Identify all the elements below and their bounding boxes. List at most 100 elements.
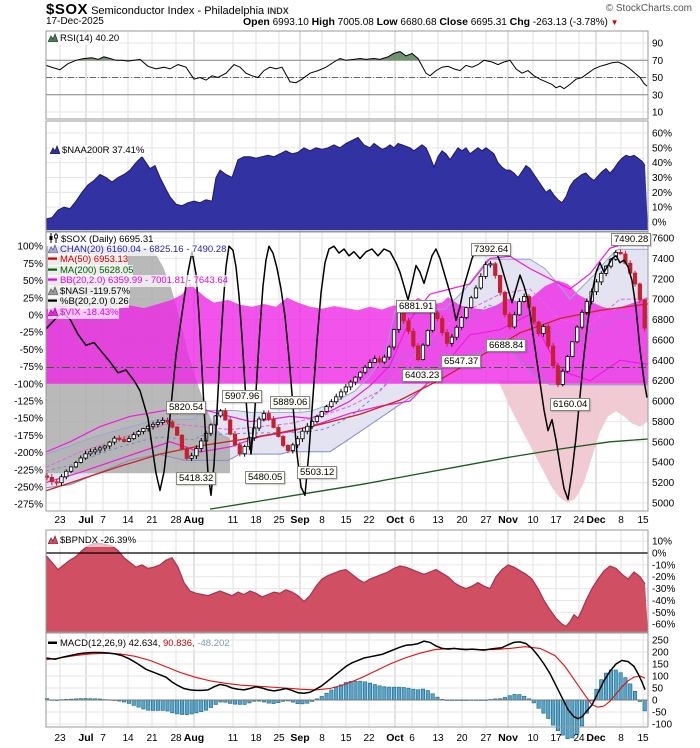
price-y-tick: 7000	[652, 295, 675, 306]
x-axis-date-label: 8	[618, 733, 624, 744]
close-label: Close	[439, 16, 468, 28]
bpndx-y-tick: 10%	[652, 537, 672, 548]
macd-y-tick: 150	[652, 660, 669, 671]
x-axis-date-label: 24	[573, 515, 585, 526]
price-y-tick: 5800	[652, 417, 675, 428]
x-axis-date-label: 15	[340, 515, 352, 526]
candle-body	[97, 447, 103, 451]
macd-histogram-bar	[608, 669, 613, 701]
candle-body	[69, 466, 74, 472]
macd-histogram-bar	[189, 699, 194, 715]
macd-histogram-bar	[363, 681, 368, 701]
x-axis-date-label: Oct	[386, 732, 404, 744]
percent-y-tick: -250%	[14, 483, 43, 494]
candle-body	[348, 381, 353, 388]
candle-body	[536, 321, 541, 334]
price-annotation: 6403.23	[402, 369, 443, 382]
naa200r-y-tick: 60%	[652, 129, 672, 140]
bpndx-area	[46, 543, 648, 632]
rsi-y-tick: 30	[652, 90, 664, 101]
macd-histogram-bar	[155, 699, 160, 711]
naa200r-y-tick: 0%	[652, 218, 667, 229]
macd-histogram-bar	[295, 699, 300, 704]
candle-body	[565, 356, 570, 372]
macd-histogram-bar	[348, 681, 353, 701]
candle-body	[83, 453, 88, 459]
x-axis-date-label: 22	[363, 515, 375, 526]
candle-body	[73, 462, 79, 468]
macd-panel-label: MACD(12,26,9) 42.634, 90.836, -48.202	[48, 638, 230, 650]
candle-body	[194, 448, 199, 457]
naa200r-line	[45, 136, 646, 220]
candle-body	[637, 283, 642, 301]
candle-body	[406, 320, 411, 332]
macd-histogram-bar	[146, 699, 151, 711]
x-axis-date-label: 10	[527, 733, 539, 744]
x-axis-date-label: Sep	[290, 732, 309, 744]
macd-histogram-bar	[329, 689, 334, 701]
x-axis-date-label: 21	[146, 515, 158, 526]
candle-body	[497, 275, 503, 293]
macd-histogram-bar	[507, 695, 512, 701]
percent-y-tick: -200%	[14, 448, 43, 459]
price-y-tick: 7600	[652, 234, 675, 245]
naa200r-y-tick: 10%	[652, 203, 672, 214]
candle-body	[208, 424, 213, 434]
candle-body	[488, 263, 493, 266]
candle-body	[632, 272, 638, 285]
legend-sox: $SOX (Daily) 6695.31	[48, 233, 154, 246]
x-axis-date-label: 15	[637, 515, 649, 526]
candle-body	[117, 437, 122, 440]
macd-value: 42.634,	[128, 638, 161, 649]
nasi-line	[45, 244, 648, 501]
macd-y-tick: 250	[652, 636, 669, 647]
price-y-tick: 6400	[652, 356, 675, 367]
bpndx-mountain-icon	[47, 535, 59, 547]
change-down-triangle-icon[interactable]: ▼	[610, 18, 619, 27]
macd-histogram-bar	[551, 699, 556, 726]
x-axis-date-label: Aug	[184, 514, 204, 526]
candle-body	[232, 433, 238, 446]
price-y-tick: 7400	[652, 254, 675, 265]
macd-histogram-bar	[271, 699, 276, 704]
price-annotation: 5889.06	[270, 396, 311, 409]
candle-body	[416, 345, 421, 360]
candle-body	[440, 318, 445, 333]
candle-body	[78, 457, 83, 463]
candle-body	[228, 419, 233, 435]
candle-body	[435, 312, 440, 319]
channel-area-icon	[47, 243, 59, 256]
x-axis-date-label: 28	[170, 733, 182, 744]
macd-histogram-bar	[522, 695, 527, 701]
candle-body	[218, 410, 223, 417]
macd-histogram-bar	[420, 688, 426, 701]
legend-vix: $VIX -18.43%	[47, 306, 119, 319]
candle-body	[459, 317, 464, 328]
magenta-area-icon	[47, 306, 59, 319]
macd-y-tick: -50	[652, 708, 667, 719]
macd-histogram-bar	[232, 699, 238, 705]
macd-histogram-bar	[579, 699, 585, 727]
x-axis-date-label: 8	[319, 515, 325, 526]
candle-body	[560, 370, 565, 385]
bb-lower-line	[45, 313, 649, 484]
candle-body	[570, 341, 575, 357]
candle-body	[199, 440, 204, 449]
macd-histogram-bar	[541, 699, 546, 714]
x-axis-date-label: Dec	[586, 732, 605, 744]
candle-body	[237, 444, 242, 455]
candle-body	[478, 276, 483, 289]
price-y-tick: 5000	[652, 498, 675, 509]
rsi-mountain-icon	[47, 33, 59, 45]
candle-body	[473, 287, 479, 299]
naa200r-y-tick: 40%	[652, 158, 672, 169]
x-axis-date-label: 27	[480, 515, 492, 526]
x-axis-date-label: 14	[122, 515, 134, 526]
price-y-tick: 6200	[652, 376, 675, 387]
candle-body	[522, 296, 527, 302]
candle-body	[160, 419, 165, 423]
candle-body	[372, 358, 377, 363]
x-axis-date-label: 17	[550, 515, 562, 526]
candle-body	[155, 421, 160, 425]
candle-body	[507, 313, 512, 328]
